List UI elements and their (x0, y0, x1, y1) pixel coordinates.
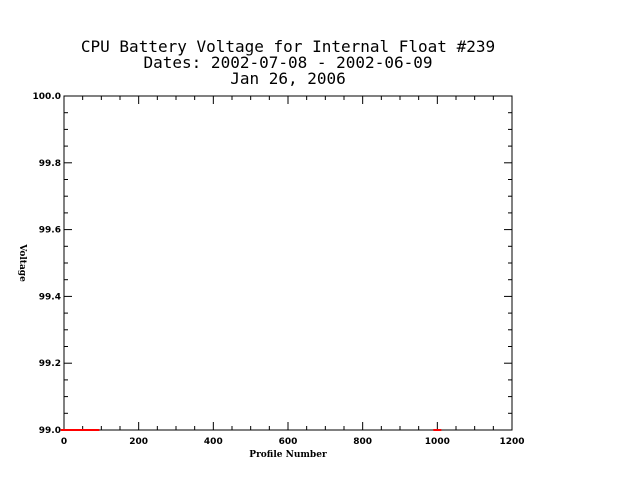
y-tick-label: 99.0 (39, 426, 61, 436)
x-tick-label: 600 (279, 437, 298, 447)
y-tick-label: 100.0 (33, 92, 61, 102)
x-axis-tick-labels: 0 200 400 600 800 1000 1200 (61, 437, 525, 447)
x-tick-label: 1200 (499, 437, 524, 447)
x-axis-label: Profile Number (249, 450, 327, 460)
chart-title: CPU Battery Voltage for Internal Float #… (81, 37, 495, 88)
x-tick-label: 0 (61, 437, 67, 447)
title-line-3: Jan 26, 2006 (230, 69, 346, 88)
y-axis-label: Voltage (17, 243, 27, 282)
axis-ticks (63, 95, 513, 431)
x-tick-label: 1000 (425, 437, 450, 447)
title-line-1: CPU Battery Voltage for Internal Float #… (81, 37, 495, 56)
y-tick-label: 99.6 (39, 226, 61, 236)
x-tick-label: 400 (204, 437, 223, 447)
data-series (60, 429, 442, 431)
y-tick-label: 99.2 (39, 359, 61, 369)
x-tick-label: 200 (129, 437, 148, 447)
title-line-2: Dates: 2002-07-08 - 2002-06-09 (144, 53, 433, 72)
y-tick-label: 99.8 (39, 159, 61, 169)
x-tick-label: 800 (353, 437, 372, 447)
data-point (433, 429, 442, 431)
data-point (91, 429, 100, 431)
y-tick-label: 99.4 (39, 292, 61, 302)
plot-area-frame (63, 95, 513, 431)
y-axis-tick-labels: 99.0 99.2 99.4 99.6 99.8 100.0 (33, 92, 61, 436)
